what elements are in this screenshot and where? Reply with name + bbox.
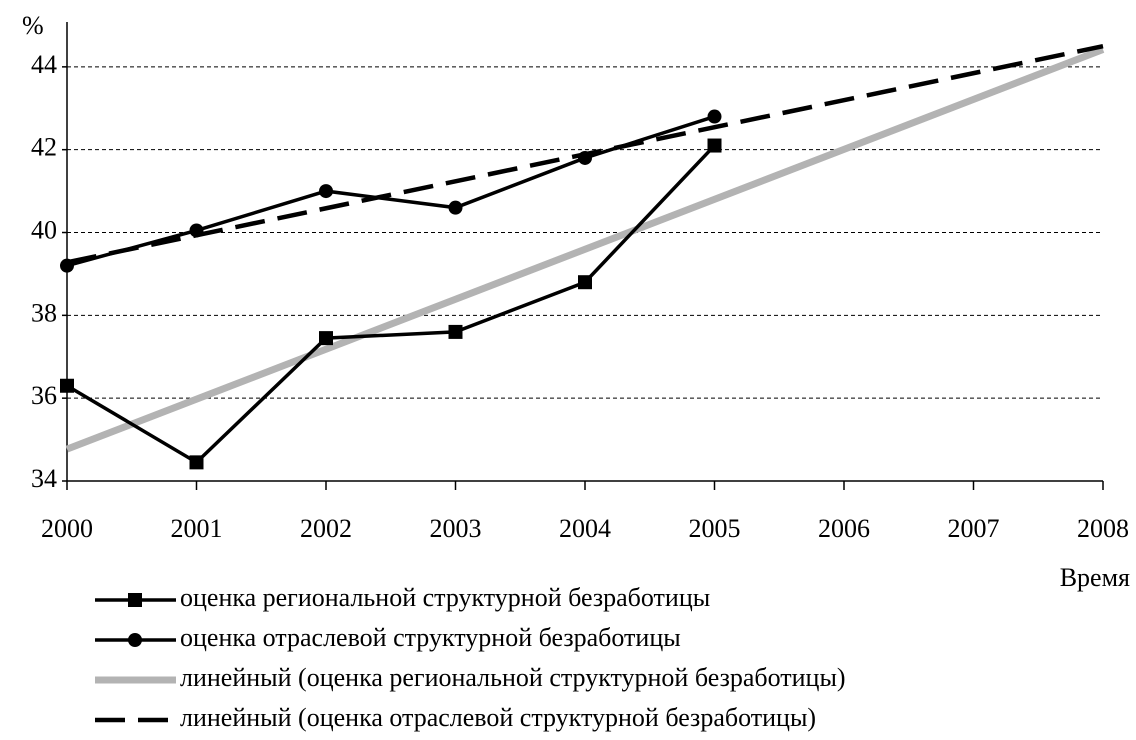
- legend-label: оценка отраслевой структурной безработиц…: [180, 623, 681, 652]
- marker-square: [319, 331, 333, 346]
- y-axis-label: %: [22, 11, 44, 40]
- marker-circle: [60, 258, 74, 273]
- marker-square: [189, 455, 204, 470]
- x-tick-label: 2008: [1077, 514, 1129, 543]
- y-tick-label: 44: [31, 50, 57, 79]
- x-tick-label: 2007: [948, 514, 1000, 543]
- x-tick-label: 2004: [559, 514, 611, 543]
- marker-square: [448, 324, 463, 339]
- y-tick-label: 36: [31, 381, 57, 410]
- legend-label: оценка региональной структурной безработ…: [180, 583, 710, 612]
- x-tick-label: 2000: [41, 514, 93, 543]
- marker-square: [128, 593, 142, 607]
- marker-circle: [578, 150, 592, 165]
- marker-circle: [189, 223, 204, 238]
- series-line: [66, 114, 716, 268]
- y-tick-label: 38: [31, 298, 57, 327]
- x-tick-label: 2003: [430, 514, 482, 543]
- marker-circle: [128, 633, 142, 647]
- marker-square: [60, 378, 74, 393]
- legend-label: линейный (оценка региональной структурно…: [180, 663, 846, 692]
- marker-circle: [319, 184, 333, 199]
- marker-circle: [448, 200, 463, 215]
- marker-square: [707, 138, 722, 153]
- x-tick-label: 2001: [171, 514, 223, 543]
- y-tick-label: 42: [31, 133, 57, 162]
- x-tick-label: 2002: [300, 514, 352, 543]
- series-line: [66, 144, 716, 465]
- x-axis-label: Время: [1060, 563, 1130, 592]
- y-tick-label: 34: [31, 464, 57, 493]
- x-tick-label: 2005: [689, 514, 741, 543]
- y-tick-label: 40: [31, 215, 57, 244]
- x-tick-label: 2006: [818, 514, 870, 543]
- marker-circle: [707, 109, 722, 124]
- series-line: [65, 46, 1105, 453]
- marker-square: [578, 275, 592, 290]
- legend-label: линейный (оценка отраслевой структурной …: [180, 703, 816, 732]
